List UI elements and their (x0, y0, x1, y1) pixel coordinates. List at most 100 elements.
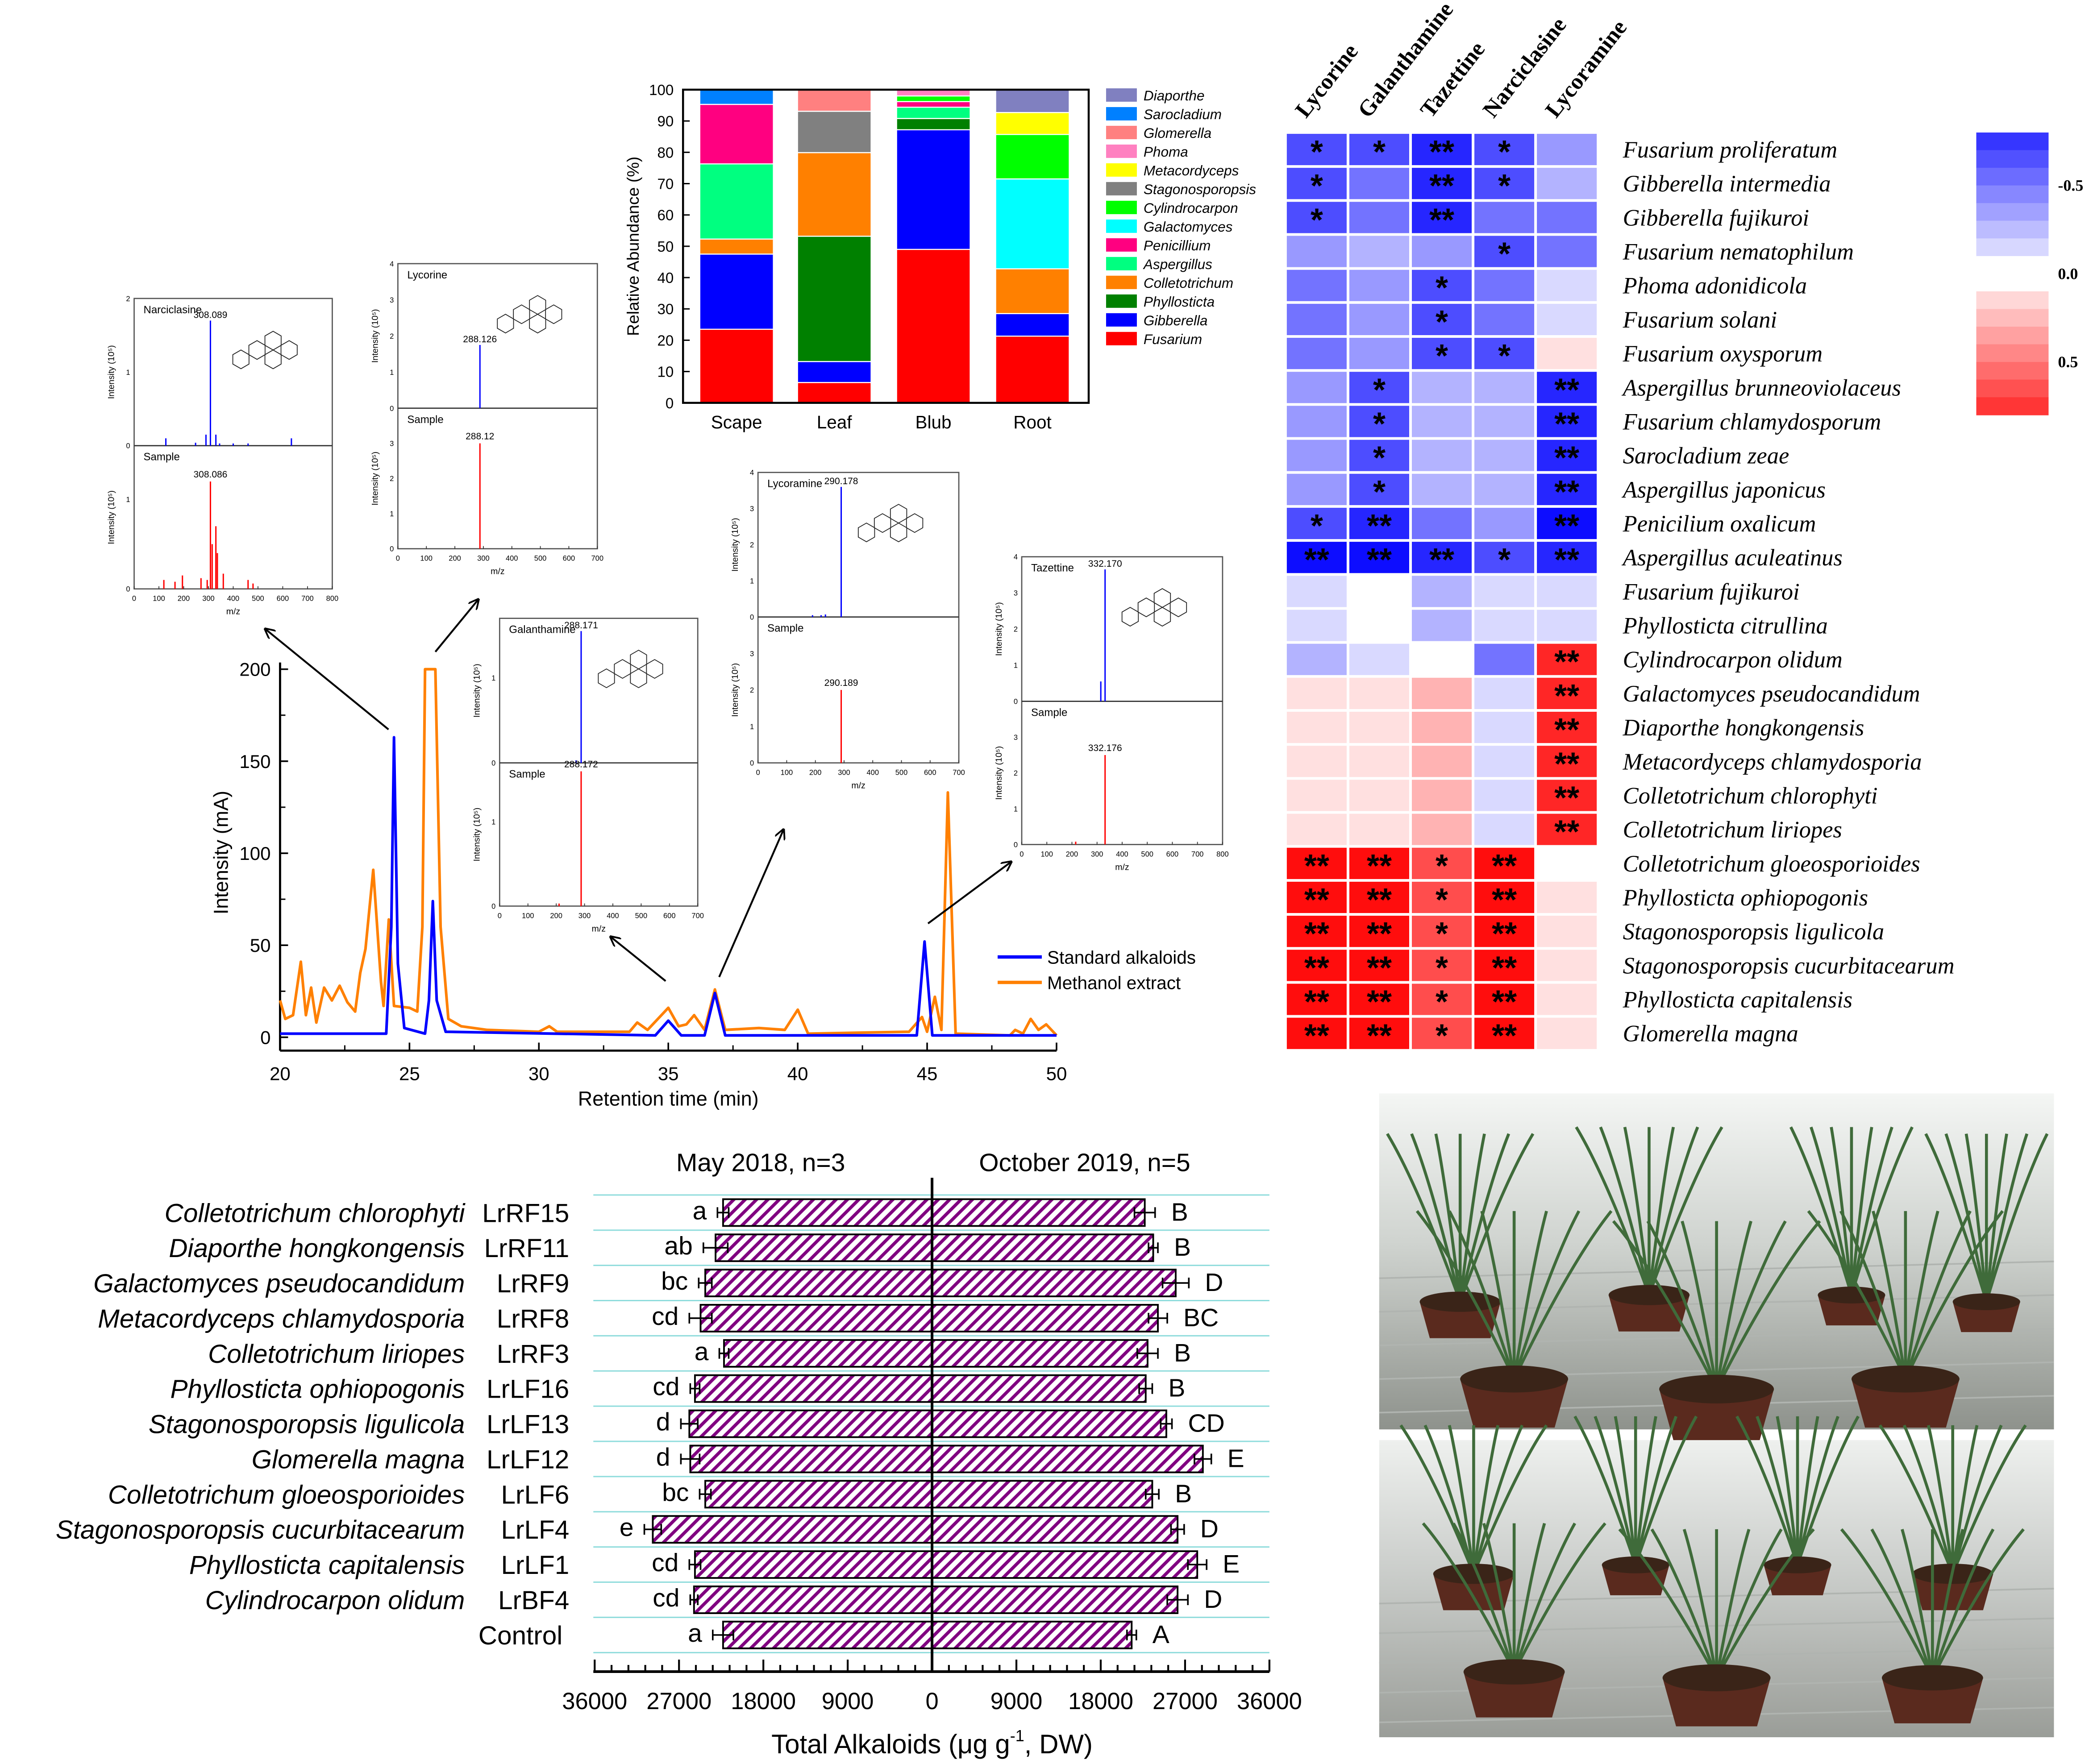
bar-may-2018 (723, 1339, 933, 1368)
x-tick-label: 500 (895, 769, 908, 777)
heatmap-cell (1537, 950, 1597, 981)
significance-stars: ** (1429, 202, 1454, 238)
callout-arrows (265, 600, 1011, 982)
heatmap-cell (1411, 507, 1472, 540)
significance-letter: cd (653, 1584, 679, 1612)
strain-code: LrRF15 (482, 1199, 569, 1228)
x-tick-label: 50 (1046, 1063, 1067, 1084)
colorbar-bin (1976, 344, 2049, 363)
row-label: Aspergillus aculeatinus (1622, 545, 1843, 571)
bar-segment-phyllosticta (797, 236, 872, 362)
significance-letter: BC (1183, 1303, 1219, 1332)
significance-letter: ab (664, 1232, 692, 1260)
species-label: Galactomyces pseudocandidum (93, 1269, 465, 1298)
bar-may-2018 (694, 1550, 933, 1579)
heatmap-cell (1286, 950, 1347, 981)
bar-may-2018 (693, 1586, 933, 1614)
y-tick-label: 80 (657, 144, 674, 161)
y-tick-label: 0 (1014, 698, 1018, 706)
species-label: Colletotrichum chlorophyti (165, 1199, 466, 1228)
row-label: Diaporthe hongkongensis (1623, 715, 1864, 741)
legend-swatch (1106, 163, 1137, 177)
leaf (1650, 1528, 1718, 1678)
row-label: Cylindrocarpon olidum (1623, 647, 1843, 673)
leaf (1648, 1126, 1699, 1295)
significance-stars: * (1498, 168, 1511, 204)
x-tick-label: 0 (132, 595, 136, 603)
leaf (1513, 1522, 1577, 1673)
significance-stars: * (1373, 440, 1386, 476)
species-label: Metacordyceps chlamydosporia (98, 1304, 465, 1333)
bar-october-2019 (931, 1480, 1153, 1509)
significance-letter: B (1174, 1233, 1191, 1262)
heatmap-cell (1411, 881, 1472, 913)
y-axis-title: Intensity (10⁵) (370, 452, 380, 506)
bar-october-2019 (931, 1515, 1179, 1544)
leaf (1931, 1528, 1995, 1678)
legend-label: Standard alkaloids (1047, 947, 1196, 967)
heatmap-cell (1537, 236, 1597, 267)
y-tick-label: 2 (1014, 626, 1018, 634)
heatmap-cell (1411, 814, 1472, 845)
x-tick-label: 500 (252, 595, 264, 603)
pot (1460, 1379, 1569, 1428)
y-tick-label: 70 (657, 175, 674, 192)
pot (1662, 1677, 1771, 1727)
heatmap-cell (1537, 133, 1597, 166)
significance-stars: ** (1492, 916, 1517, 952)
potted-plant (1386, 1133, 1535, 1338)
significance-stars: ** (1554, 712, 1579, 748)
significance-stars: * (1373, 372, 1386, 408)
leaf (1796, 1415, 1839, 1565)
chemical-structure-icon (497, 295, 562, 334)
heatmap-cell (1474, 881, 1535, 913)
bar-october-2019 (931, 1198, 1146, 1227)
significance-stars: ** (1304, 1018, 1329, 1054)
heatmap-cell (1411, 133, 1472, 166)
y-tick-label: 0 (491, 760, 495, 768)
y-tick-label: 0 (750, 760, 754, 768)
leaf (1513, 1210, 1613, 1380)
bar-october-2019 (931, 1304, 1159, 1332)
significance-stars: ** (1367, 984, 1392, 1020)
heatmap-cell (1349, 236, 1409, 267)
leaf (1944, 1133, 1988, 1302)
heatmap-cell (1411, 780, 1472, 811)
bar-october-2019 (931, 1444, 1204, 1473)
heatmap-cell (1474, 1017, 1535, 1049)
strain-code: LrRF9 (497, 1269, 569, 1298)
significance-letter: e (620, 1513, 634, 1542)
significance-letter: cd (652, 1548, 678, 1577)
pot-soil (1818, 1287, 1885, 1303)
row-label: Fusarium solani (1623, 307, 1777, 333)
y-tick-label: 100 (649, 82, 674, 98)
legend-label: Fusarium (1144, 331, 1202, 347)
bar-segment-aspergillus (896, 107, 971, 119)
potted-plant (1422, 1522, 1606, 1718)
y-tick-label: 200 (239, 659, 270, 680)
y-axis-title: Intensity (10⁵) (994, 602, 1004, 656)
heatmap-cell (1286, 576, 1347, 607)
heatmap-cell (1286, 916, 1347, 947)
x-tick-label: 0 (1020, 851, 1024, 859)
leaf (1512, 1211, 1548, 1379)
heatmap-cell (1537, 270, 1597, 301)
row-label: Gibberella intermedia (1623, 171, 1831, 197)
heatmap-cell (1349, 133, 1409, 166)
heatmap-cell (1286, 372, 1347, 403)
heatmap-cell (1537, 814, 1597, 845)
heatmap-cell (1349, 507, 1409, 540)
heatmap-cell (1474, 338, 1535, 369)
heatmap-cell (1537, 168, 1597, 199)
pot-soil (1662, 1664, 1771, 1692)
significance-letter: A (1153, 1620, 1169, 1649)
bar-may-2018 (689, 1444, 933, 1473)
standard-mz-label: 308.089 (193, 310, 227, 320)
heatmap-cell (1349, 1017, 1409, 1049)
significance-stars: ** (1492, 1018, 1517, 1054)
legend-label: Phoma (1144, 144, 1188, 160)
heatmap-cell (1537, 507, 1597, 540)
heatmap-cell (1286, 984, 1347, 1015)
